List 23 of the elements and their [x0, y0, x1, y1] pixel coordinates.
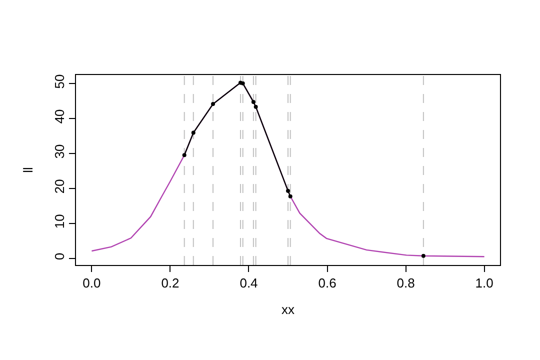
x-tick-label: 0.8	[396, 276, 415, 291]
point	[251, 100, 256, 104]
point	[182, 153, 186, 158]
point	[288, 194, 292, 198]
x-tick-label: 0.2	[161, 276, 180, 291]
x-tick-label: 1.0	[475, 276, 494, 291]
y-tick-label: 20	[52, 179, 67, 194]
point	[286, 188, 290, 193]
y-tick-label: 50	[52, 74, 67, 89]
x-tick-label: 0.6	[318, 276, 336, 291]
y-tick-label: 0	[52, 252, 67, 260]
y-tick-label: 40	[52, 109, 67, 124]
y-tick-label: 30	[52, 144, 67, 159]
y-tick-label: 10	[52, 214, 67, 229]
point	[211, 102, 216, 106]
x-tick-label: 0.4	[240, 276, 258, 291]
point	[254, 104, 258, 109]
x-axis-title: xx	[282, 302, 295, 318]
x-tick-label: 0.0	[82, 276, 101, 291]
point	[240, 81, 245, 86]
point	[191, 130, 196, 135]
point	[421, 254, 426, 258]
y-axis-title: ll	[20, 167, 36, 173]
